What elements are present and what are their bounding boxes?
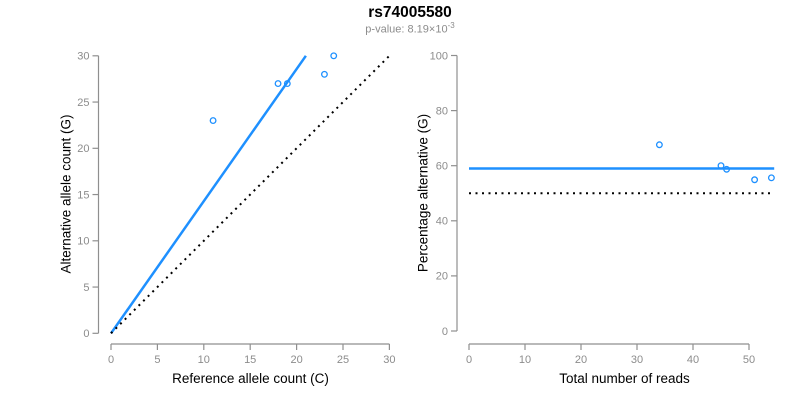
plot-subtitle: p-value: 8.19×10-3 [20, 21, 800, 36]
left-x-tick-label: 25 [337, 354, 349, 366]
right-x-tick-label: 50 [743, 354, 755, 366]
left-y-tick-label: 25 [77, 97, 89, 109]
left-yaxis-title: Alternative allele count (G) [58, 114, 74, 274]
identity-line [110, 55, 391, 335]
plot-title: rs74005580 [368, 4, 452, 21]
right-x-tick-label: 10 [519, 354, 531, 366]
right-y-tick-label: 80 [436, 105, 448, 117]
left-y-tick-label: 30 [77, 51, 89, 63]
left-data-point [274, 80, 282, 87]
right-x-tick-label: 0 [466, 354, 472, 366]
right-y-tick-label: 100 [430, 50, 448, 62]
right-data-point [767, 174, 775, 182]
right-y-tick-label: 20 [436, 271, 448, 283]
left-data-point [330, 52, 338, 60]
right-x-tick-label: 30 [631, 354, 643, 366]
left-y-tick-label: 20 [77, 143, 89, 155]
left-x-tick-label: 15 [244, 354, 256, 366]
left-data-point [283, 80, 291, 87]
right-xaxis-title: Total number of reads [559, 371, 690, 386]
left-data-point [209, 117, 217, 124]
left-x-tick-label: 5 [154, 354, 160, 366]
right-x-tick-label: 20 [575, 354, 587, 366]
left-x-tick-label: 0 [108, 354, 114, 366]
left-x-tick-label: 10 [198, 354, 210, 366]
left-y-tick-label: 5 [83, 282, 89, 294]
left-y-tick-label: 10 [77, 236, 89, 248]
left-xaxis-title: Reference allele count (C) [172, 371, 329, 386]
right-data-point [751, 176, 759, 184]
left-data-point [320, 70, 328, 78]
left-y-tick-label: 0 [83, 328, 89, 340]
right-x-tick-label: 40 [687, 354, 699, 366]
right-y-tick-label: 60 [436, 161, 448, 173]
left-x-tick-label: 20 [290, 354, 302, 366]
fitted-line [109, 55, 307, 335]
right-y-tick-label: 40 [436, 216, 448, 228]
left-y-tick-label: 15 [77, 189, 89, 201]
right-data-point [655, 141, 663, 149]
pvalue-text: p-value: 8.19×10 [365, 23, 448, 36]
right-y-tick-label: 0 [442, 326, 448, 338]
right-data-point [717, 162, 725, 170]
right-data-point [723, 165, 731, 173]
left-x-tick-label: 30 [383, 354, 395, 366]
pvalue-exponent: -3 [447, 21, 455, 30]
right-yaxis-title: Percentage alternative (G) [415, 113, 431, 273]
